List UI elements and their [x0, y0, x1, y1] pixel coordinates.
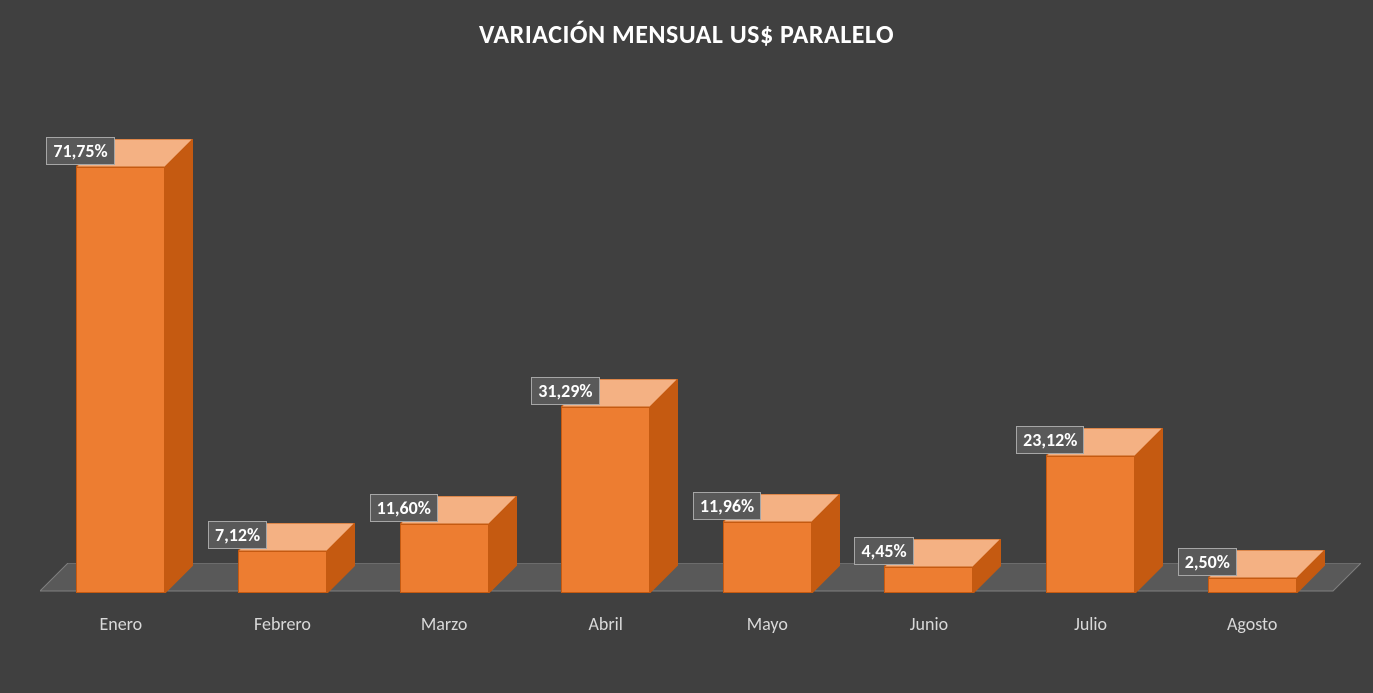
- bar-front: [1208, 578, 1297, 593]
- bar: [561, 379, 650, 593]
- bar-front: [723, 522, 812, 593]
- bar-side: [973, 539, 1001, 593]
- bar-front: [76, 167, 165, 593]
- bar-side: [327, 523, 355, 593]
- chart-title: VARIACIÓN MENSUAL US$ PARALELO: [0, 18, 1373, 50]
- bar-front: [1046, 456, 1135, 593]
- category-label: Abril: [525, 613, 687, 635]
- data-label: 11,96%: [693, 492, 761, 520]
- data-label: 11,60%: [370, 494, 438, 522]
- data-label: 7,12%: [208, 521, 267, 549]
- bar-side: [489, 496, 517, 593]
- data-label: 71,75%: [46, 137, 114, 165]
- data-label: 4,45%: [854, 537, 913, 565]
- bar-side: [1297, 550, 1325, 593]
- category-label: Junio: [848, 613, 1010, 635]
- bar-front: [561, 407, 650, 593]
- bar-front: [400, 524, 489, 593]
- category-label: Enero: [40, 613, 202, 635]
- data-label: 2,50%: [1178, 548, 1237, 576]
- bar-front: [884, 567, 973, 593]
- bar-front: [238, 551, 327, 593]
- bar-side: [650, 379, 678, 593]
- category-label: Julio: [1010, 613, 1172, 635]
- data-label: 23,12%: [1016, 426, 1084, 454]
- bar: [76, 139, 165, 593]
- category-label: Agosto: [1171, 613, 1333, 635]
- bar-side: [1135, 428, 1163, 593]
- category-label: Mayo: [687, 613, 849, 635]
- category-label: Febrero: [202, 613, 364, 635]
- plot-area: 71,75%Enero7,12%Febrero11,60%Marzo31,29%…: [40, 90, 1333, 593]
- bar-side: [812, 494, 840, 593]
- category-label: Marzo: [363, 613, 525, 635]
- data-label: 31,29%: [531, 377, 599, 405]
- chart-container: VARIACIÓN MENSUAL US$ PARALELO 71,75%Ene…: [0, 0, 1373, 693]
- bar-side: [165, 139, 193, 593]
